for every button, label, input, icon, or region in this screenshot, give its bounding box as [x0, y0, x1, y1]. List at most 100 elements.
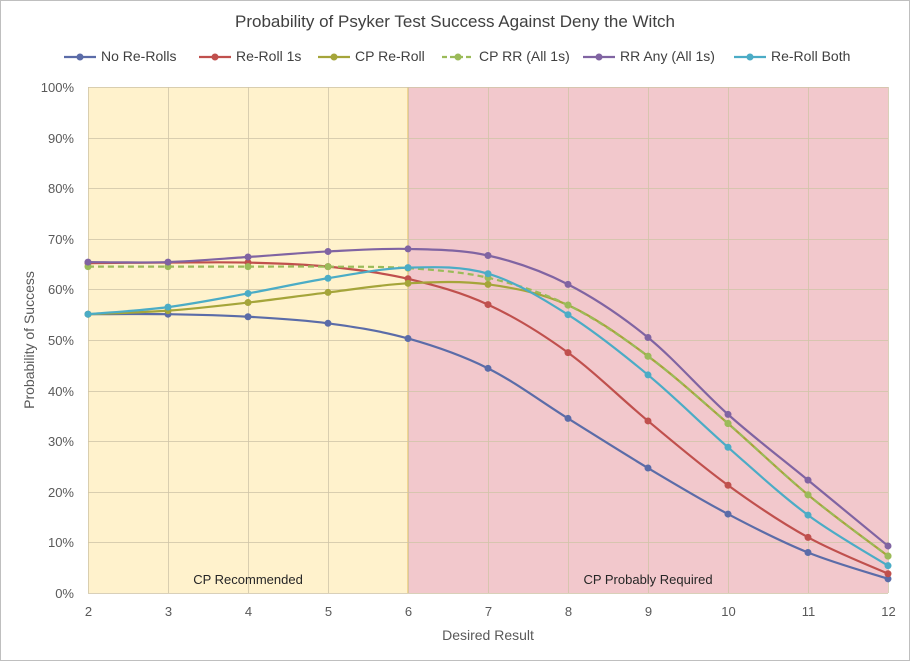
legend-swatch-marker — [595, 53, 603, 61]
y-tick-label: 10% — [48, 535, 74, 550]
legend-label: CP Re-Roll — [355, 48, 425, 64]
data-point — [564, 414, 572, 422]
legend-label: Re-Roll 1s — [236, 48, 302, 64]
data-point — [564, 311, 572, 319]
series-line — [87, 280, 889, 557]
data-point — [724, 481, 732, 489]
series-line — [87, 312, 889, 580]
chart-title: Probability of Psyker Test Success Again… — [235, 12, 675, 31]
data-point — [724, 410, 732, 418]
data-point — [244, 299, 252, 307]
data-point — [484, 270, 492, 278]
x-tick-label: 4 — [245, 604, 252, 619]
data-point — [324, 319, 332, 327]
data-point — [404, 334, 412, 342]
data-point — [244, 289, 252, 297]
legend-swatch-icon — [64, 53, 96, 61]
x-tick-label: 8 — [565, 604, 572, 619]
x-tick-label: 2 — [85, 604, 92, 619]
y-tick-label: 40% — [48, 384, 74, 399]
x-tick-label: 12 — [881, 604, 895, 619]
data-point — [804, 549, 812, 557]
data-point — [644, 464, 652, 472]
legend-swatch-icon — [199, 53, 231, 61]
legend-label: CP RR (All 1s) — [479, 48, 570, 64]
region-label: CP Probably Required — [583, 572, 712, 587]
data-point — [644, 352, 652, 360]
data-point — [244, 253, 252, 261]
x-axis-label: Desired Result — [442, 627, 534, 643]
legend-swatch-marker — [76, 53, 84, 61]
data-point — [404, 264, 412, 272]
data-point — [564, 349, 572, 357]
legend: No Re-Rolls Re-Roll 1s CP Re-Roll CP RR … — [1, 47, 909, 67]
data-point — [404, 279, 412, 287]
x-tick-label: 5 — [325, 604, 332, 619]
data-point — [164, 303, 172, 311]
region-label: CP Recommended — [193, 572, 303, 587]
series-line — [87, 261, 889, 575]
y-tick-label: 30% — [48, 434, 74, 449]
series-group — [84, 310, 892, 583]
data-point — [804, 511, 812, 519]
x-tick-label: 11 — [802, 604, 816, 619]
data-point — [244, 263, 252, 271]
series-line — [87, 247, 889, 547]
data-point — [84, 310, 92, 318]
data-point — [884, 562, 892, 570]
series-group — [84, 245, 892, 550]
legend-swatch-icon — [734, 53, 766, 61]
data-point — [324, 274, 332, 282]
data-point — [244, 313, 252, 321]
y-tick-label: 0% — [55, 586, 74, 601]
data-point — [324, 288, 332, 296]
legend-swatch-marker — [211, 53, 219, 61]
x-tick-label: 7 — [485, 604, 492, 619]
series-line — [87, 266, 889, 567]
data-point — [324, 247, 332, 255]
data-point — [804, 533, 812, 541]
data-point — [884, 575, 892, 583]
x-tick-label: 3 — [165, 604, 172, 619]
data-point — [644, 333, 652, 341]
data-point — [644, 371, 652, 379]
legend-swatch-icon — [442, 53, 474, 61]
y-tick-label: 80% — [48, 181, 74, 196]
data-point — [884, 552, 892, 560]
legend-label: RR Any (All 1s) — [620, 48, 715, 64]
data-point — [564, 280, 572, 288]
y-tick-label: 20% — [48, 485, 74, 500]
data-point — [644, 417, 652, 425]
legend-label: No Re-Rolls — [101, 48, 177, 64]
data-point — [564, 301, 572, 309]
data-point — [804, 476, 812, 484]
y-tick-label: 100% — [41, 80, 75, 95]
data-point — [484, 280, 492, 288]
data-point — [484, 301, 492, 309]
data-point — [484, 364, 492, 372]
data-point — [324, 263, 332, 271]
y-axis-label: Probability of Success — [21, 271, 37, 409]
y-tick-label: 50% — [48, 333, 74, 348]
legend-swatch-icon — [318, 53, 350, 61]
x-tick-label: 6 — [405, 604, 412, 619]
legend-swatch-marker — [746, 53, 754, 61]
data-point — [724, 443, 732, 451]
legend-swatch-marker — [330, 53, 338, 61]
legend-swatch-marker — [454, 53, 462, 61]
x-tick-label: 10 — [721, 604, 735, 619]
data-point — [724, 510, 732, 518]
data-point — [884, 570, 892, 578]
y-tick-label: 90% — [48, 131, 74, 146]
legend-swatch-icon — [583, 53, 615, 61]
data-point — [484, 251, 492, 259]
x-tick-label: 9 — [645, 604, 652, 619]
series-group — [84, 264, 892, 570]
data-point — [804, 491, 812, 499]
y-tick-label: 70% — [48, 232, 74, 247]
data-point — [884, 542, 892, 550]
y-tick-label: 60% — [48, 282, 74, 297]
legend-label: Re-Roll Both — [771, 48, 851, 64]
